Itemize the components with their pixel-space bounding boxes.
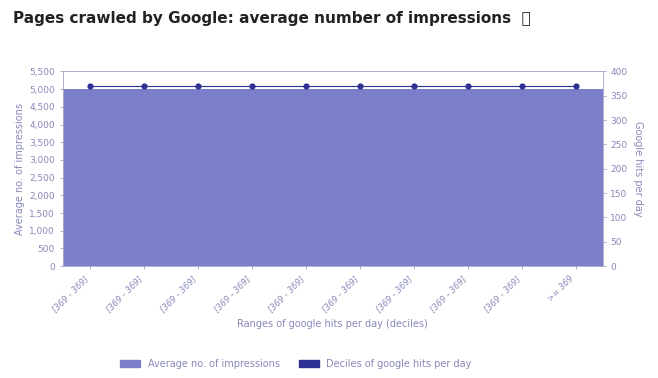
Point (517, 83, 527, 89)
Bar (170, 89, 224, 266)
Point (246, 83, 257, 89)
Bar (63, 89, 116, 266)
Y-axis label: Google hits per day: Google hits per day (633, 121, 643, 217)
Bar (441, 89, 495, 266)
Bar (224, 89, 278, 266)
Bar (332, 89, 386, 266)
Bar (386, 89, 441, 266)
Bar (278, 89, 332, 266)
Bar (495, 89, 549, 266)
Point (192, 83, 203, 89)
Point (354, 83, 365, 89)
Text: Pages crawled by Google: average number of impressions  ⓘ: Pages crawled by Google: average number … (13, 11, 531, 26)
Y-axis label: Average no. of impressions: Average no. of impressions (15, 103, 25, 235)
X-axis label: Ranges of google hits per day (deciles): Ranges of google hits per day (deciles) (237, 319, 428, 329)
Bar (549, 89, 603, 266)
Point (84, 83, 95, 89)
Point (463, 83, 473, 89)
Bar (116, 89, 170, 266)
Point (138, 83, 149, 89)
Point (300, 83, 311, 89)
Point (409, 83, 419, 89)
Point (570, 83, 581, 89)
Legend: Average no. of impressions, Deciles of google hits per day: Average no. of impressions, Deciles of g… (116, 355, 476, 373)
